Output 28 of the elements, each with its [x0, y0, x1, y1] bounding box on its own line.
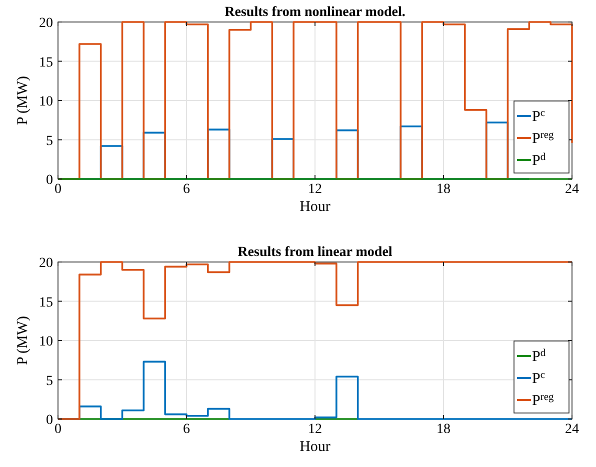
chart-title: Results from linear model: [238, 245, 392, 260]
x-axis-title: Hour: [300, 199, 330, 215]
y-tick-label: 15: [39, 295, 53, 310]
x-tick-label: 12: [308, 422, 322, 437]
y-tick-label: 5: [46, 134, 53, 149]
x-tick-label: 24: [565, 182, 579, 197]
y-axis-title: P (MW): [15, 316, 31, 366]
chart-title: Results from nonlinear model.: [224, 5, 406, 20]
x-tick-label: 24: [565, 422, 579, 437]
x-tick-label: 18: [436, 182, 450, 197]
legend-label: P$^{c}$: [532, 370, 546, 387]
y-tick-label: 10: [39, 334, 53, 350]
y-tick-label: 15: [39, 55, 53, 70]
y-tick-label: 20: [39, 16, 53, 31]
x-tick-label: 6: [183, 182, 190, 197]
legend-label: P$^{reg}$: [532, 392, 554, 409]
y-tick-label: 10: [39, 94, 53, 110]
x-tick-label: 6: [183, 422, 190, 437]
y-axis-title: P (MW): [15, 76, 31, 126]
legend-label: P$^{reg}$: [532, 130, 554, 147]
x-axis-title: Hour: [300, 439, 330, 455]
legend-label: P$^{d}$: [532, 152, 546, 169]
x-tick-label: 12: [308, 182, 322, 197]
y-tick-label: 20: [39, 256, 53, 271]
legend-label: P$^{d}$: [532, 348, 546, 365]
legend-label: P$^{c}$: [532, 108, 546, 125]
x-tick-label: 18: [436, 422, 450, 437]
y-tick-label: 5: [46, 374, 53, 389]
